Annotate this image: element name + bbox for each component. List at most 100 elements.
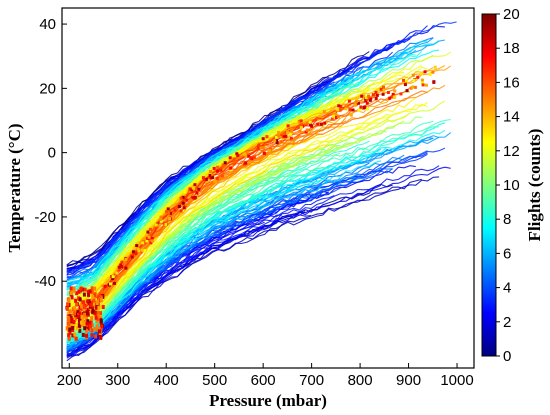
density-cell (337, 104, 341, 108)
density-trace (66, 21, 457, 273)
density-cell (275, 139, 279, 143)
density-cell (339, 104, 343, 108)
density-cell (66, 321, 70, 326)
colorbar-tick-label: 8 (503, 211, 511, 228)
density-cell (159, 215, 163, 219)
density-cell (179, 196, 183, 200)
density-cell (286, 124, 290, 128)
density-cell (134, 252, 138, 256)
density-cell (91, 308, 95, 313)
density-cell (244, 154, 248, 158)
density-cell (87, 292, 90, 297)
density-cell (336, 108, 340, 112)
density-cell (428, 73, 432, 76)
density-cell (399, 92, 403, 96)
density-cell (99, 297, 103, 302)
density-cell (322, 110, 326, 114)
density-cell (99, 327, 103, 332)
density-cell (67, 333, 71, 338)
density-cell (319, 122, 323, 126)
y-axis-title: Temperature (°C) (5, 123, 24, 252)
density-cell (223, 161, 227, 165)
density-cell (85, 317, 88, 321)
density-cell (90, 323, 94, 328)
density-cell (308, 120, 312, 124)
colorbar-title: Flights (counts) (525, 129, 544, 242)
density-cell (78, 317, 82, 322)
density-cell (356, 101, 360, 105)
density-cell (296, 125, 300, 129)
density-cell (71, 326, 75, 330)
density-cell (95, 301, 99, 306)
density-cell (249, 156, 253, 160)
density-cell (366, 107, 370, 111)
density-cell (67, 324, 71, 329)
density-cell (75, 326, 79, 331)
density-cell (191, 196, 195, 200)
density-cell (100, 290, 104, 295)
density-cell (347, 99, 351, 103)
density-cell (344, 107, 348, 111)
density-cell (82, 292, 86, 297)
density-cell (80, 304, 84, 309)
density-cell (149, 227, 152, 231)
density-cell (262, 151, 266, 155)
density-cell (277, 134, 281, 138)
density-cell (252, 156, 256, 159)
density-cell (80, 315, 84, 319)
density-cell (381, 92, 385, 96)
density-cell (304, 130, 308, 134)
density-cell (109, 282, 112, 286)
density-cell (78, 297, 82, 302)
density-cell (182, 206, 186, 210)
density-cell (99, 315, 103, 320)
density-cell (95, 324, 99, 329)
density-cell (209, 170, 212, 174)
density-cell (330, 107, 334, 111)
density-cell (288, 132, 292, 136)
density-cell (90, 316, 94, 321)
density-cell (88, 324, 92, 329)
density-cell (85, 333, 89, 338)
density-cell (374, 90, 378, 94)
density-trace (66, 167, 329, 342)
density-cell (334, 113, 338, 117)
density-cell (93, 286, 97, 291)
density-cell (391, 92, 395, 96)
density-cell (132, 250, 135, 254)
density-cell (86, 311, 89, 316)
density-cell (243, 152, 247, 156)
density-cell (167, 211, 171, 215)
density-cell (179, 209, 183, 213)
density-cell (351, 108, 355, 112)
density-cell (70, 295, 74, 300)
density-cell (211, 176, 214, 179)
density-cell (402, 78, 405, 82)
y-tick-label: 20 (39, 80, 56, 97)
density-cell (81, 332, 85, 337)
density-cell (432, 80, 436, 84)
density-cell (364, 99, 368, 103)
density-cell (154, 223, 158, 227)
density-cell (145, 239, 149, 243)
density-cell (85, 321, 89, 326)
density-cell (338, 108, 342, 112)
density-cell (120, 265, 123, 269)
colorbar-tick-label: 4 (503, 280, 511, 297)
colorbar-tick-label: 20 (503, 6, 520, 23)
density-cell (90, 286, 94, 291)
density-cell (124, 266, 128, 270)
density-cell (72, 320, 76, 324)
density-cell (99, 335, 103, 340)
density-cell (431, 70, 435, 74)
density-cell (393, 89, 397, 93)
density-cell (95, 319, 99, 324)
colorbar-tick-label: 12 (503, 143, 520, 160)
y-axis: -40 -20 0 20 40 (34, 16, 67, 290)
density-cell (74, 298, 78, 303)
x-tick-label: 500 (202, 372, 227, 389)
density-cell (103, 284, 107, 288)
density-cell (100, 323, 104, 328)
density-cell (382, 85, 385, 89)
density-cell (188, 187, 192, 191)
